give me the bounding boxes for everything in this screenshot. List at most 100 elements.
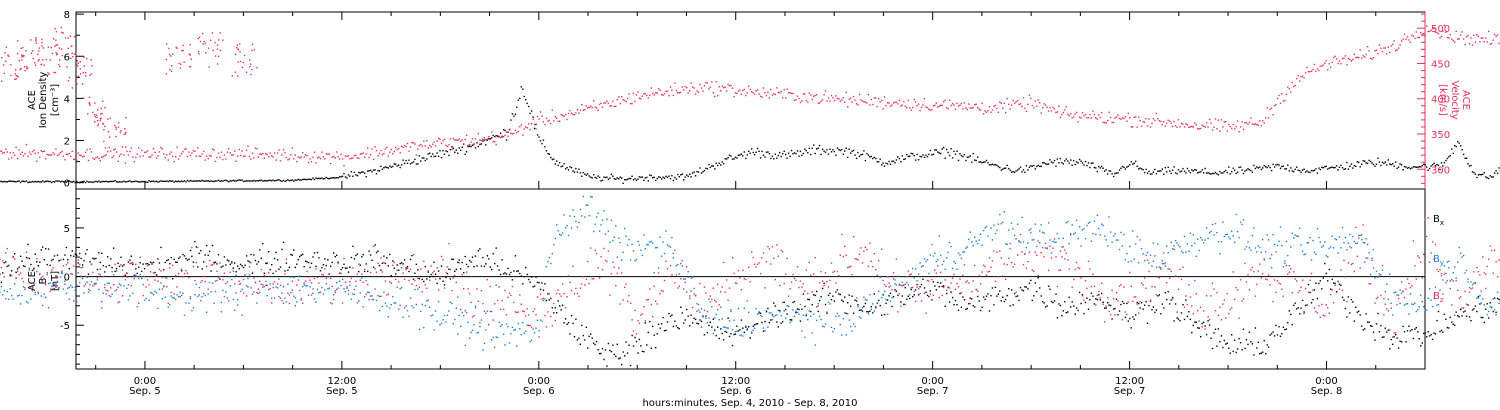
data-point xyxy=(1019,166,1022,168)
data-point xyxy=(826,100,828,102)
data-point xyxy=(266,262,268,264)
data-point xyxy=(1161,168,1163,170)
data-point xyxy=(569,109,571,112)
data-point xyxy=(1231,230,1233,232)
data-point xyxy=(1031,239,1033,241)
data-point xyxy=(957,105,960,107)
data-point xyxy=(966,307,968,310)
data-point xyxy=(665,90,667,92)
data-point xyxy=(554,163,556,165)
data-point xyxy=(705,317,707,319)
data-point xyxy=(281,154,283,156)
data-point xyxy=(748,150,750,152)
data-point xyxy=(54,28,56,30)
data-point xyxy=(722,326,725,328)
data-point xyxy=(24,153,26,155)
data-point xyxy=(944,268,946,271)
data-point xyxy=(904,283,906,285)
data-point xyxy=(1290,91,1292,93)
data-point xyxy=(1372,331,1375,333)
data-point xyxy=(1340,164,1342,166)
data-point xyxy=(161,148,164,150)
data-point xyxy=(409,258,412,261)
data-point xyxy=(529,128,531,131)
data-point xyxy=(881,99,883,102)
data-point xyxy=(975,159,977,162)
data-point xyxy=(1433,332,1435,334)
data-point xyxy=(1118,248,1121,251)
data-point xyxy=(1417,331,1419,333)
data-point xyxy=(114,124,116,127)
data-point xyxy=(192,180,195,182)
data-point xyxy=(541,142,543,145)
data-point xyxy=(883,96,886,98)
data-point xyxy=(1028,229,1031,232)
data-point xyxy=(20,47,22,49)
data-point xyxy=(1290,313,1292,316)
data-point xyxy=(36,261,38,263)
data-point xyxy=(696,322,698,324)
data-point xyxy=(1161,303,1163,305)
x-tick-label-time: 12:00 xyxy=(721,376,750,387)
data-point xyxy=(356,175,358,177)
data-point xyxy=(649,320,651,323)
data-point xyxy=(302,253,304,256)
data-point xyxy=(1068,242,1070,245)
data-point xyxy=(386,146,388,149)
data-point xyxy=(999,213,1001,216)
data-point xyxy=(307,161,310,164)
data-point xyxy=(101,112,103,115)
data-point xyxy=(1002,221,1004,224)
data-point xyxy=(984,110,986,112)
data-point xyxy=(316,177,319,180)
data-point xyxy=(557,120,559,123)
data-point xyxy=(319,270,322,272)
data-point xyxy=(223,154,226,156)
data-point xyxy=(182,151,184,153)
data-point xyxy=(505,139,508,141)
data-point xyxy=(1244,122,1246,124)
data-point xyxy=(86,249,88,251)
data-point xyxy=(1449,33,1451,36)
data-point xyxy=(1008,229,1010,231)
data-point xyxy=(266,180,268,182)
data-point xyxy=(1148,262,1150,264)
data-point xyxy=(894,283,896,285)
x-tick-label-time: 0:00 xyxy=(1315,376,1337,387)
data-point xyxy=(1235,351,1237,354)
data-point xyxy=(1270,107,1273,110)
data-point xyxy=(321,177,323,179)
data-point xyxy=(525,99,527,101)
data-point xyxy=(1120,167,1122,169)
data-point xyxy=(841,334,843,336)
data-point xyxy=(135,180,137,182)
data-point xyxy=(121,269,124,271)
data-point xyxy=(1105,122,1107,124)
data-point xyxy=(1000,222,1002,225)
data-point xyxy=(405,267,407,269)
data-point xyxy=(1304,304,1307,307)
data-point xyxy=(1266,234,1268,236)
data-point xyxy=(671,237,673,239)
data-point xyxy=(1424,332,1426,334)
data-point xyxy=(241,265,243,267)
data-point xyxy=(870,98,872,101)
data-point xyxy=(872,312,874,314)
data-point xyxy=(842,153,844,155)
data-point xyxy=(762,154,765,156)
data-point xyxy=(904,158,906,160)
data-point xyxy=(61,150,63,153)
data-point xyxy=(1285,328,1288,330)
data-point xyxy=(693,171,695,173)
data-point xyxy=(730,84,732,87)
data-point xyxy=(1022,241,1025,243)
data-point xyxy=(697,323,700,325)
data-point xyxy=(36,160,38,162)
data-point xyxy=(1042,107,1044,109)
data-point xyxy=(920,283,923,286)
data-point xyxy=(43,181,45,183)
data-point xyxy=(1109,231,1112,233)
data-point xyxy=(739,154,741,156)
data-point xyxy=(235,274,237,276)
